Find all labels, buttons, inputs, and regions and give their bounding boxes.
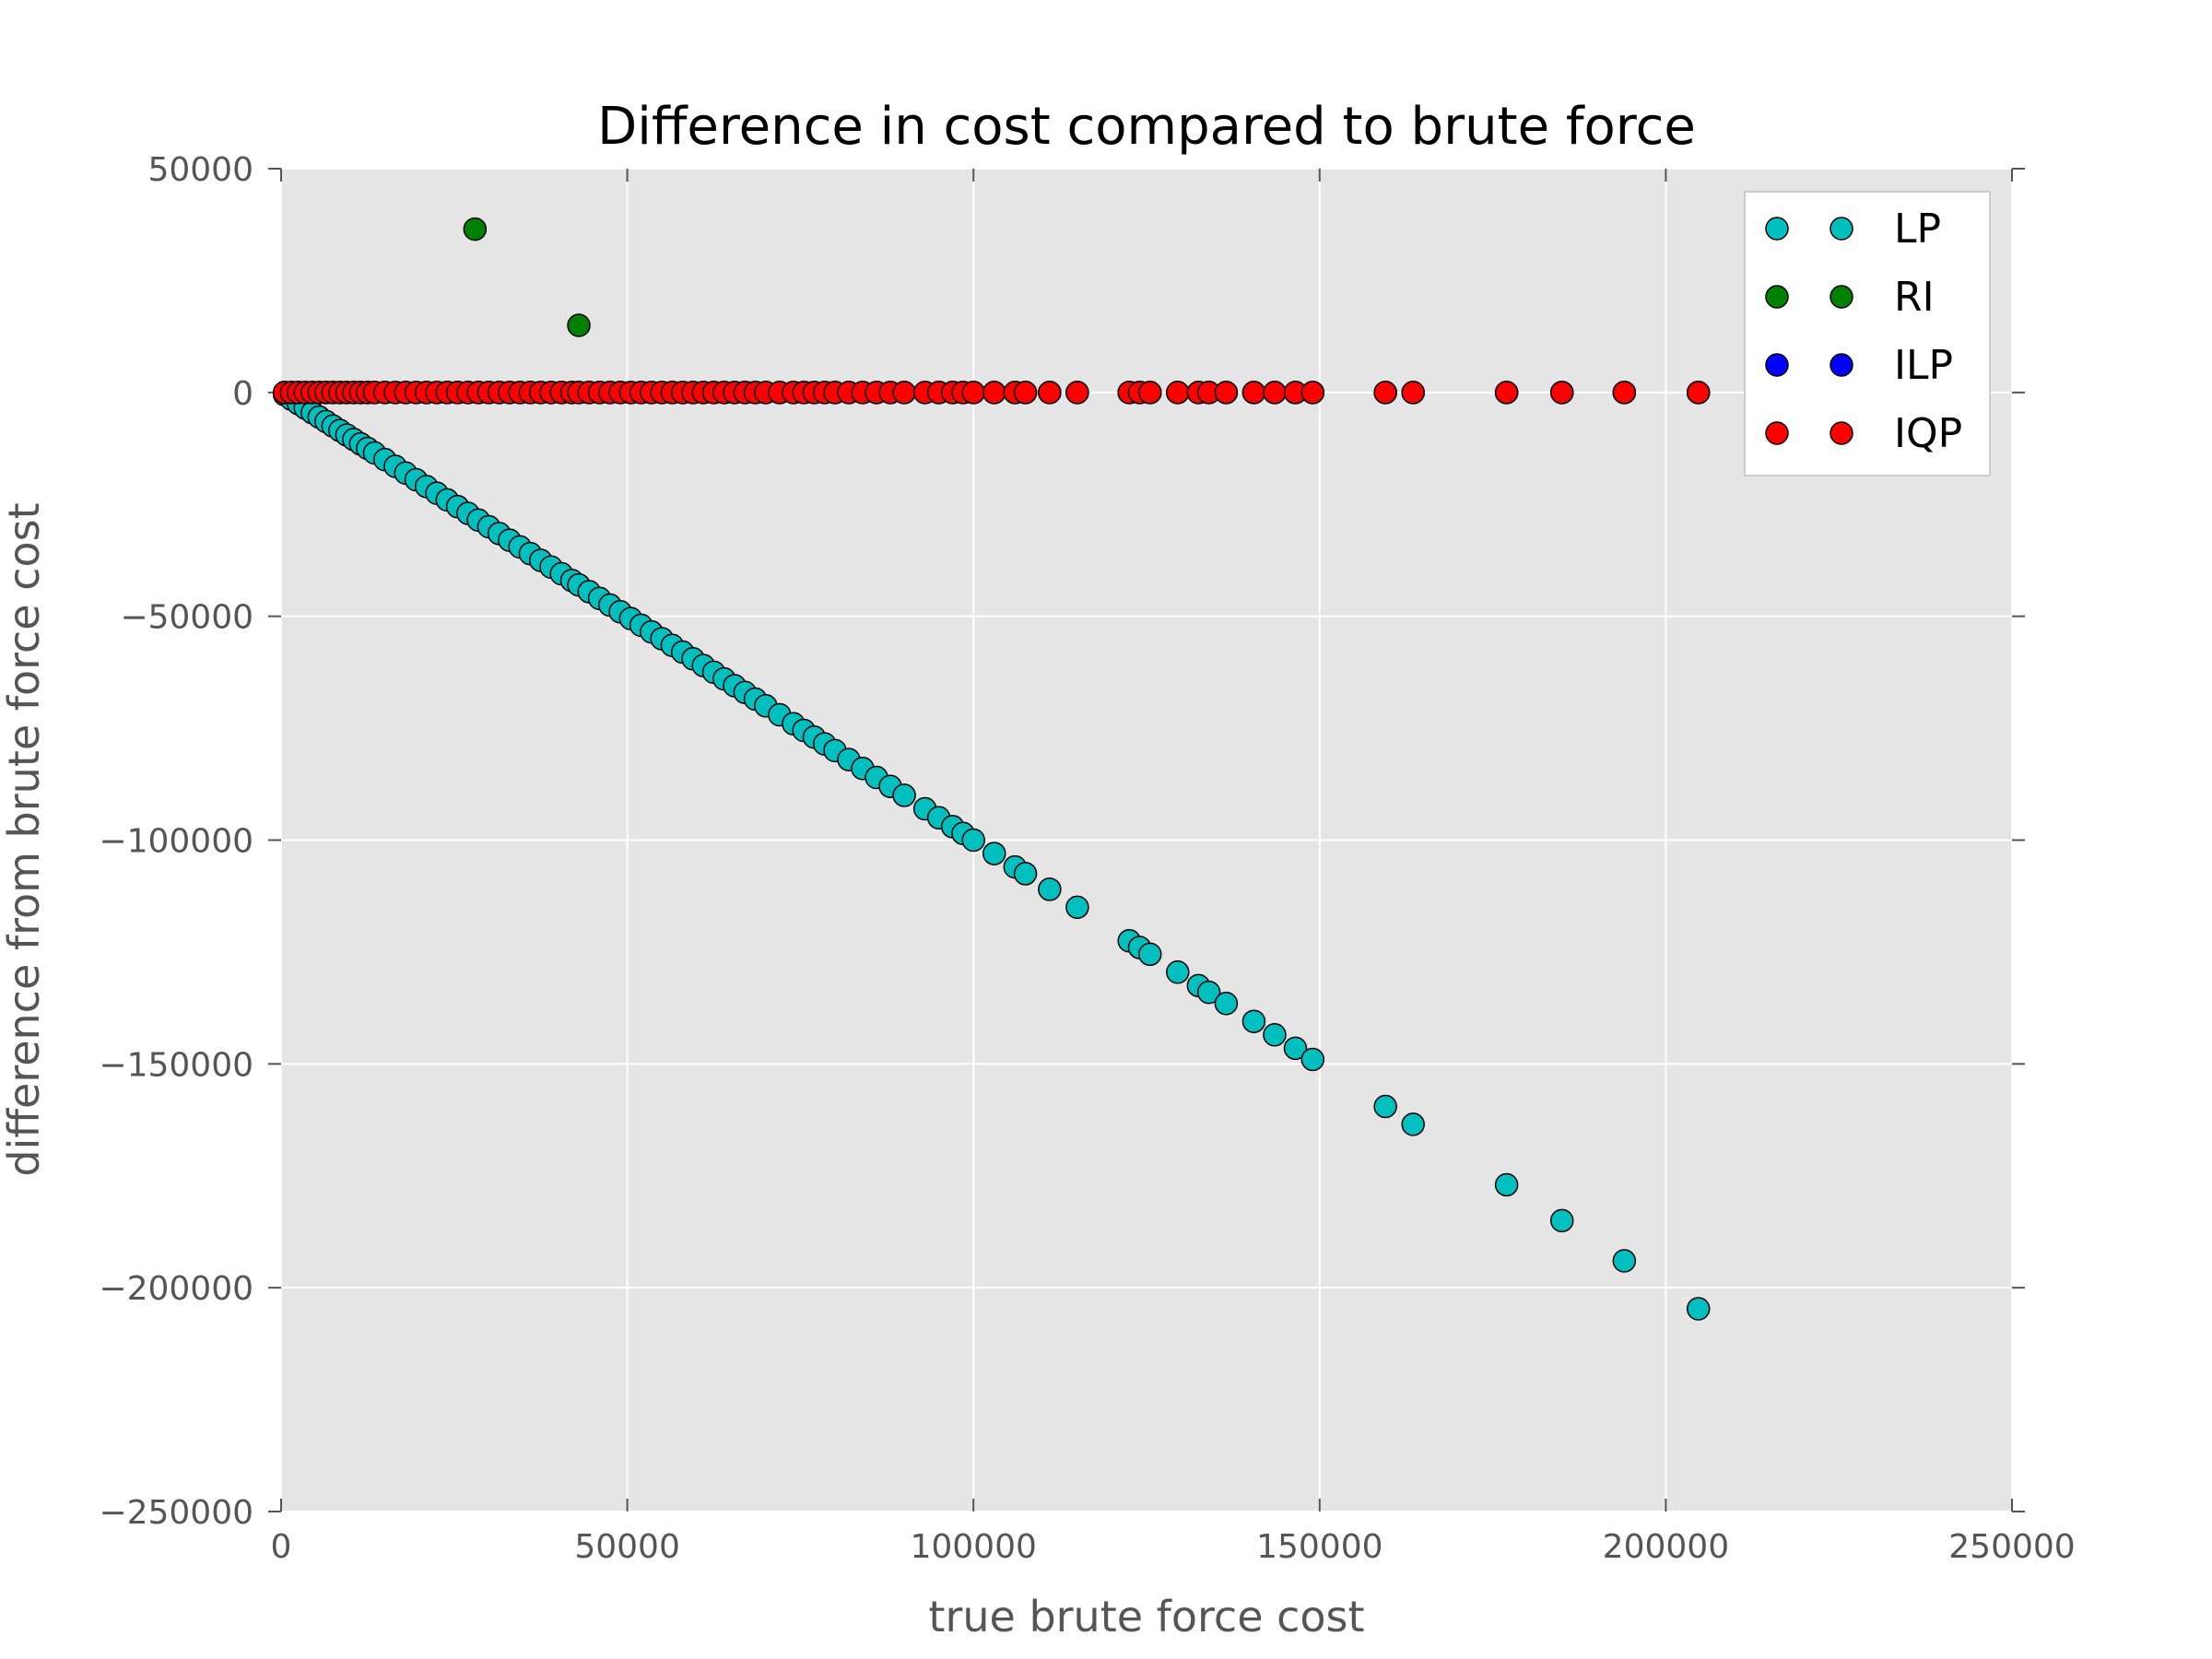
point-ri <box>567 313 591 337</box>
point-iqp <box>1214 381 1239 405</box>
point-lp <box>1138 942 1162 967</box>
legend-marker-iqp <box>1830 421 1853 445</box>
legend-marker-ri <box>1765 285 1789 309</box>
point-lp <box>1166 960 1190 984</box>
legend-entry-lp: LP <box>1765 206 1941 253</box>
x-tick-label: 200000 <box>1603 1528 1729 1566</box>
legend-label-lp: LP <box>1894 206 1941 253</box>
point-lp <box>892 783 916 807</box>
point-iqp <box>1373 381 1397 405</box>
legend-label-ri: RI <box>1894 274 1935 321</box>
point-iqp <box>1401 381 1425 405</box>
point-iqp <box>1549 381 1574 405</box>
point-lp <box>1300 1047 1325 1072</box>
point-lp <box>1241 1009 1266 1033</box>
point-iqp <box>1241 381 1266 405</box>
point-lp <box>961 828 985 853</box>
point-lp <box>1065 895 1089 920</box>
x-tick-label: 50000 <box>574 1528 680 1566</box>
point-lp <box>1013 862 1038 886</box>
x-tick-label: 100000 <box>910 1528 1036 1566</box>
legend: LP RI ILP IQP <box>1744 191 1991 477</box>
point-lp <box>1494 1172 1519 1197</box>
point-lp <box>1549 1208 1574 1233</box>
point-iqp <box>1166 381 1190 405</box>
point-iqp <box>961 381 985 405</box>
y-tick-label: 0 <box>232 375 253 413</box>
point-lp <box>1612 1249 1637 1273</box>
point-iqp <box>1263 381 1287 405</box>
legend-label-ilp: ILP <box>1894 342 1953 389</box>
x-tick-label: 150000 <box>1256 1528 1382 1566</box>
legend-marker-ilp <box>1830 353 1853 377</box>
y-tick-label: −150000 <box>99 1046 253 1084</box>
y-tick-label: −200000 <box>99 1270 253 1308</box>
legend-marker-ri <box>1830 285 1853 309</box>
legend-marker-ilp <box>1765 353 1789 377</box>
y-tick-label: 50000 <box>147 151 253 189</box>
legend-marker-lp <box>1830 217 1853 241</box>
point-lp <box>982 841 1006 865</box>
point-iqp <box>1300 381 1325 405</box>
point-lp <box>1401 1112 1425 1136</box>
x-tick-label: 250000 <box>1948 1528 2075 1566</box>
legend-marker-iqp <box>1765 421 1789 445</box>
x-tick-label: 0 <box>271 1528 292 1566</box>
point-lp <box>1214 992 1239 1016</box>
point-iqp <box>1686 381 1711 405</box>
y-tick-label: −100000 <box>99 823 253 861</box>
legend-marker-lp <box>1765 217 1789 241</box>
legend-entry-ilp: ILP <box>1765 342 1953 389</box>
legend-label-iqp: IQP <box>1894 410 1962 457</box>
point-lp <box>1038 877 1062 901</box>
y-axis-title: difference from brute force cost <box>0 502 49 1176</box>
point-iqp <box>982 381 1006 405</box>
point-lp <box>1283 1036 1308 1061</box>
point-lp <box>1196 980 1221 1005</box>
y-tick-label: −250000 <box>99 1494 253 1532</box>
point-iqp <box>1612 381 1637 405</box>
point-iqp <box>1494 381 1519 405</box>
point-ri <box>463 217 488 241</box>
point-lp <box>1686 1297 1711 1321</box>
y-tick-label: −50000 <box>120 599 253 637</box>
tick-labels: 0 50000 100000 150000 200000 250000 50000 0 −500… <box>99 151 2075 1566</box>
points <box>273 217 1711 1321</box>
legend-entry-ri: RI <box>1765 274 1935 321</box>
point-iqp <box>1138 381 1162 405</box>
point-iqp <box>1013 381 1038 405</box>
point-lp <box>1373 1094 1397 1119</box>
legend-entry-iqp: IQP <box>1765 410 1962 457</box>
x-axis-title: true brute force cost <box>928 1592 1364 1641</box>
point-iqp <box>892 381 916 405</box>
point-lp <box>1263 1023 1287 1047</box>
point-iqp <box>1038 381 1062 405</box>
point-iqp <box>1065 381 1089 405</box>
chart-title: Difference in cost compared to brute for… <box>597 97 1696 157</box>
